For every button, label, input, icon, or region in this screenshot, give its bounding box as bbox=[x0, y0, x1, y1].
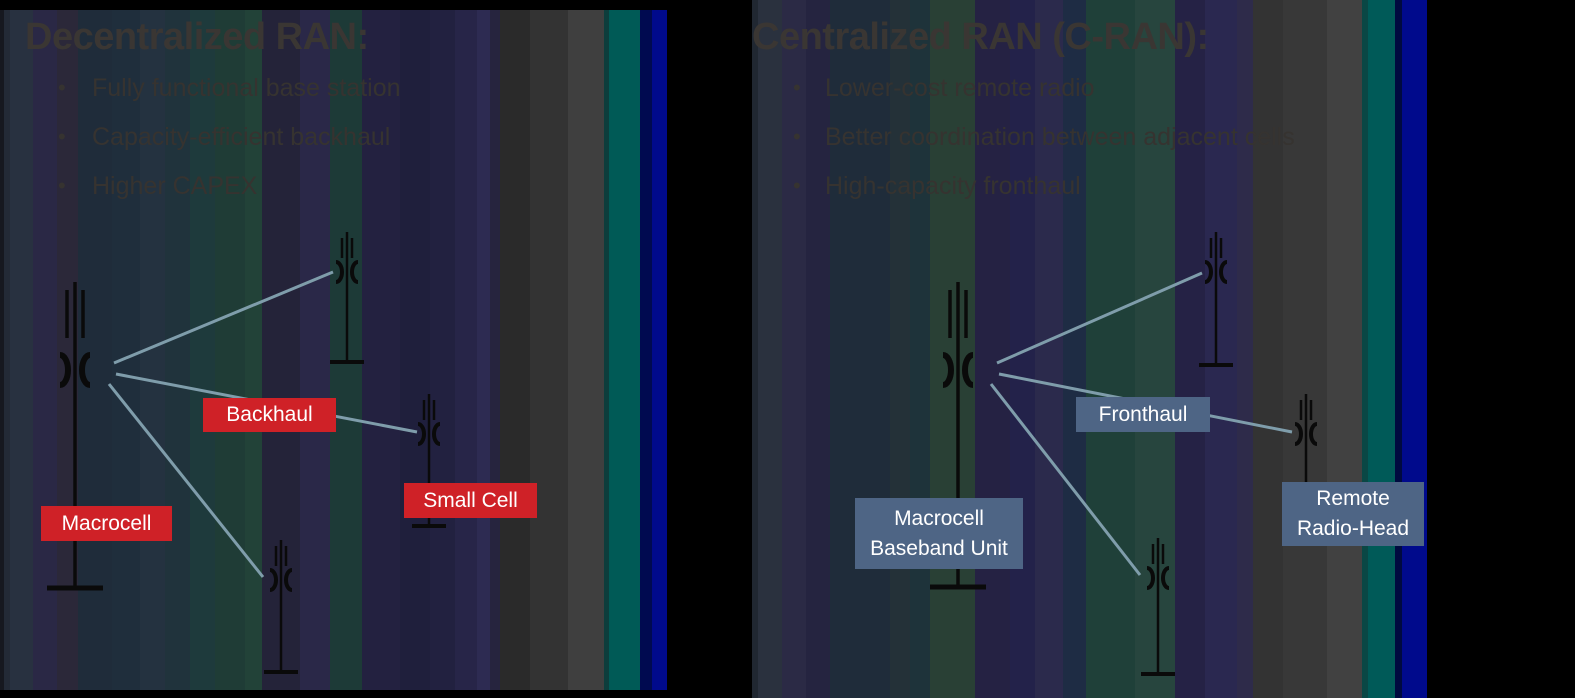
bullet-text: High-capacity fronthaul bbox=[825, 171, 1081, 200]
bullet-dot: • bbox=[58, 173, 66, 198]
small-cell-tower-icon bbox=[1141, 538, 1175, 676]
right-panel-bullets: • Lower-cost remote radio • Better coord… bbox=[793, 73, 1295, 220]
bullet-dot: • bbox=[58, 124, 66, 149]
bullet-dot: • bbox=[793, 75, 801, 100]
bullet-item: • Better coordination between adjacent c… bbox=[793, 122, 1295, 152]
backhaul-label: Backhaul bbox=[203, 398, 336, 432]
remote-radio-head-tower-icon bbox=[1294, 394, 1318, 486]
small-cell-label: Small Cell bbox=[404, 483, 537, 518]
bullet-item: • Higher CAPEX bbox=[58, 171, 401, 201]
remote-radio-head-label: Remote Radio-Head bbox=[1282, 482, 1424, 546]
macrocell-baseband-unit-label: Macrocell Baseband Unit bbox=[855, 498, 1023, 569]
connection-line bbox=[996, 271, 1203, 365]
left-panel-title: Decentralized RAN: bbox=[25, 16, 369, 58]
small-cell-tower-icon bbox=[330, 232, 364, 364]
label-line: Remote bbox=[1316, 487, 1390, 510]
bullet-item: • Lower-cost remote radio bbox=[793, 73, 1295, 103]
small-cell-tower-icon bbox=[1199, 232, 1233, 367]
connection-line bbox=[113, 270, 334, 365]
right-panel-title: Centralized RAN (C-RAN): bbox=[752, 16, 1209, 58]
bullet-item: • High-capacity fronthaul bbox=[793, 171, 1295, 201]
bullet-text: Capacity-efficient backhaul bbox=[92, 122, 391, 151]
macrocell-tower-icon bbox=[47, 282, 103, 591]
label-line: Radio-Head bbox=[1296, 517, 1410, 540]
left-panel-bullets: • Fully functional base station • Capaci… bbox=[58, 73, 401, 220]
small-cell-tower-icon bbox=[264, 540, 298, 674]
macrocell-label: Macrocell bbox=[41, 506, 172, 541]
bullet-text: Higher CAPEX bbox=[92, 171, 258, 200]
right-panel-backdrop bbox=[752, 0, 1427, 698]
bullet-text: Better coordination between adjacent cel… bbox=[825, 122, 1295, 151]
left-panel-backdrop bbox=[0, 10, 669, 690]
label-line: Baseband Unit bbox=[870, 536, 1008, 560]
small-cell-tower-icon bbox=[412, 394, 446, 528]
bullet-text: Lower-cost remote radio bbox=[825, 73, 1095, 102]
bullet-item: • Fully functional base station bbox=[58, 73, 401, 103]
fronthaul-label: Fronthaul bbox=[1076, 397, 1210, 432]
bullet-item: • Capacity-efficient backhaul bbox=[58, 122, 401, 152]
bullet-dot: • bbox=[58, 75, 66, 100]
connection-line bbox=[107, 383, 265, 578]
bullet-dot: • bbox=[793, 124, 801, 149]
label-line: Macrocell bbox=[894, 506, 984, 530]
bullet-text: Fully functional base station bbox=[92, 73, 401, 102]
connection-line bbox=[989, 383, 1142, 576]
bullet-dot: • bbox=[793, 173, 801, 198]
